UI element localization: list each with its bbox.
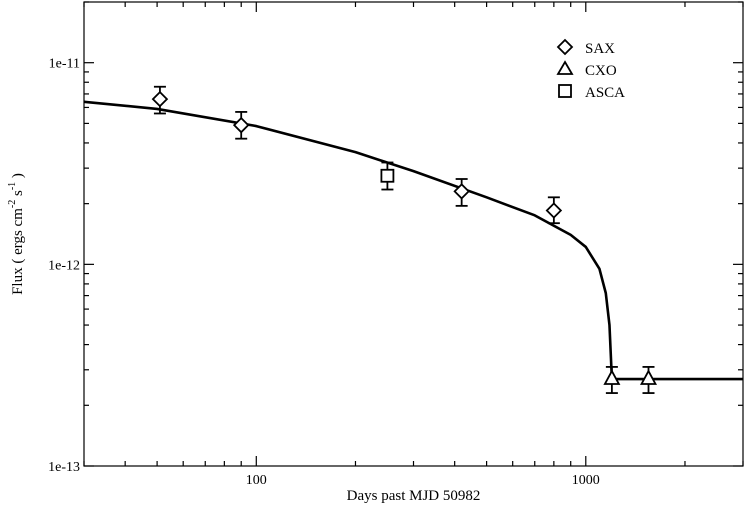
- y-axis-label: Flux ( ergs cm-2 s-1 ): [7, 173, 26, 295]
- y-tick-label: 1e-12: [48, 258, 80, 273]
- legend: SAX CXO ASCA: [556, 38, 625, 101]
- data-point-asca: [380, 161, 395, 191]
- legend-label-asca: ASCA: [585, 85, 625, 101]
- legend-label-sax: SAX: [585, 41, 615, 57]
- fit-curve-group: [83, 100, 743, 381]
- x-tick-label: 100: [246, 473, 267, 488]
- triangle-marker: [639, 369, 658, 385]
- y-axis-label-end: ): [10, 173, 26, 182]
- y-tick-label: 1e-11: [49, 57, 80, 72]
- diamond-marker: [232, 116, 250, 134]
- data-point-sax: [545, 196, 563, 225]
- diamond-marker: [545, 202, 563, 219]
- y-tick-label: 1e-13: [48, 460, 80, 475]
- data-point-sax: [151, 85, 169, 115]
- square-marker: [380, 168, 395, 183]
- plot-frame: [83, 1, 744, 467]
- legend-item-asca: ASCA: [558, 84, 625, 101]
- x-tick-label: 1000: [572, 473, 600, 488]
- legend-item-cxo: CXO: [556, 60, 617, 79]
- data-point-sax: [232, 111, 250, 140]
- diamond-marker: [151, 90, 169, 108]
- diamond-marker: [453, 183, 470, 200]
- y-axis-label-exp2: -1: [7, 182, 18, 190]
- triangle-marker: [603, 369, 621, 385]
- data-point-cxo: [603, 366, 621, 394]
- x-axis-label: Days past MJD 50982: [347, 488, 481, 504]
- y-axis-label-main: Flux ( ergs cm: [10, 208, 26, 295]
- y-axis-label-mid: s: [10, 190, 26, 200]
- legend-diamond-marker: [556, 38, 574, 56]
- legend-label-cxo: CXO: [585, 63, 617, 79]
- data-point-sax: [453, 178, 470, 207]
- data-point-cxo: [639, 366, 658, 394]
- legend-item-sax: SAX: [556, 38, 615, 57]
- axis-tick-labels: 100 1000 1e-13 1e-12 1e-11: [48, 57, 600, 488]
- data-points-group: [151, 85, 658, 394]
- legend-square-marker: [558, 84, 572, 98]
- fit-curve: [83, 100, 743, 381]
- y-axis-label-exp1: -2: [7, 200, 18, 208]
- axis-ticks: [83, 1, 744, 467]
- legend-triangle-marker: [556, 60, 574, 75]
